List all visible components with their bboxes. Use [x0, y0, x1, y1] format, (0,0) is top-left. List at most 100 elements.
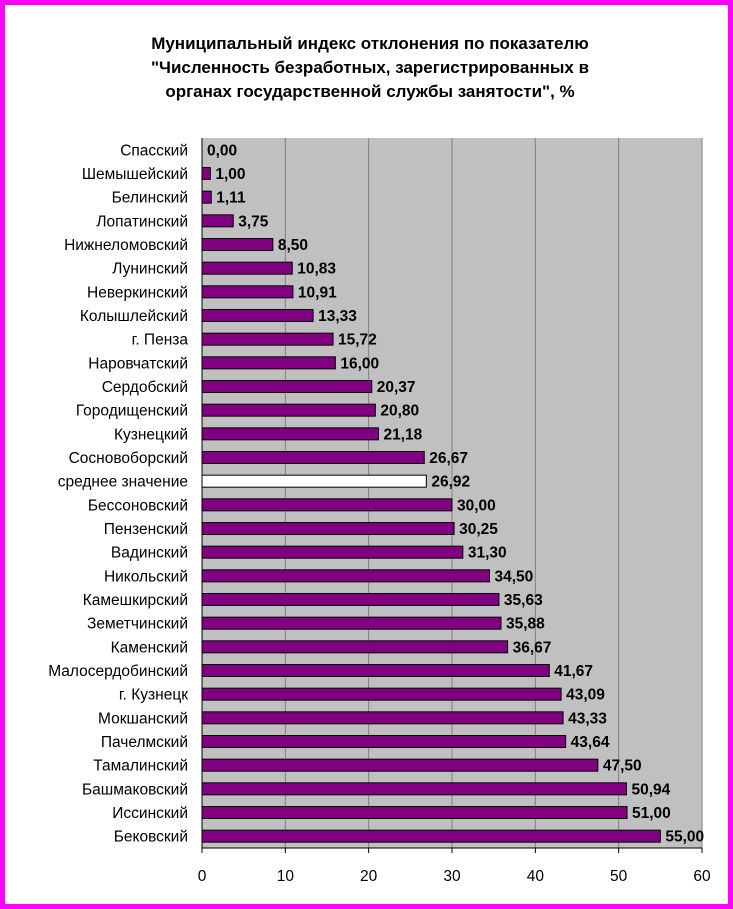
value-label: 34,50: [495, 568, 534, 585]
value-label: 30,25: [459, 521, 498, 538]
category-label: Спасский: [120, 142, 188, 159]
value-label: 30,00: [457, 497, 496, 514]
value-label: 43,64: [571, 734, 610, 751]
value-label: 1,00: [215, 166, 245, 183]
bar: [201, 758, 599, 772]
category-label: Наровчатский: [88, 355, 188, 372]
bar: [201, 332, 334, 346]
category-label: Малосердобинский: [48, 663, 188, 680]
bar-average: [201, 474, 427, 488]
value-label: 20,80: [380, 403, 419, 420]
value-label: 43,09: [566, 687, 605, 704]
category-label: Пензенский: [104, 521, 188, 538]
x-tick-label: 0: [198, 868, 207, 885]
bar: [201, 664, 550, 677]
category-label: Пачелмский: [101, 734, 188, 751]
chart-title-line-1: Муниципальный индекс отклонения по показ…: [151, 34, 589, 53]
category-label: Кузнецкий: [114, 426, 188, 443]
bar: [201, 167, 211, 180]
value-label: 50,94: [632, 781, 671, 798]
bar: [201, 829, 661, 843]
bar: [201, 285, 294, 299]
value-label: 15,72: [338, 332, 377, 349]
x-tick-label: 10: [277, 868, 295, 885]
bar: [201, 640, 509, 654]
value-label: 20,37: [377, 379, 416, 396]
bar: [201, 806, 628, 819]
value-label: 26,67: [429, 450, 468, 467]
category-label: Нижнеломовский: [64, 237, 188, 254]
value-label: 41,67: [554, 663, 593, 680]
value-label: 35,88: [506, 616, 545, 633]
value-label: 8,50: [278, 237, 308, 254]
x-tick-label: 20: [360, 868, 378, 885]
chart-title-line-3: органах государственной службы занятости…: [165, 82, 575, 101]
x-tick-label: 40: [527, 868, 545, 885]
bar: [201, 380, 373, 393]
bar: [201, 214, 234, 228]
bar: [201, 451, 425, 464]
category-label: Сердобский: [102, 379, 188, 396]
bar: [201, 356, 336, 370]
x-tick-label: 60: [693, 868, 711, 885]
bar: [201, 427, 379, 441]
bar: [201, 687, 562, 701]
chart-title: Муниципальный индекс отклонения по показ…: [60, 32, 680, 104]
value-label: 36,67: [513, 639, 552, 656]
value-label: 31,30: [468, 545, 507, 562]
value-label: 35,63: [504, 592, 543, 609]
bar: [201, 190, 212, 204]
value-label: 51,00: [632, 805, 671, 822]
bar: [201, 711, 564, 725]
value-label: 55,00: [665, 829, 704, 846]
category-label: Иссинский: [112, 805, 188, 822]
category-label: Лопатинский: [96, 213, 188, 230]
value-label: 0,00: [207, 142, 237, 159]
value-label: 1,11: [216, 190, 246, 207]
category-label: Мокшанский: [98, 710, 188, 727]
value-label: 26,92: [431, 474, 470, 491]
category-label: Тамалинский: [93, 758, 188, 775]
category-label: Шемышейский: [82, 166, 188, 183]
value-label: 10,83: [297, 261, 336, 278]
x-tick-label: 50: [610, 868, 628, 885]
category-label: Лунинский: [112, 261, 188, 278]
category-label: Камешкирский: [83, 592, 188, 609]
category-label: среднее значение: [58, 474, 188, 491]
category-label: Башмаковский: [82, 781, 188, 798]
category-label: Земетчинский: [87, 616, 188, 633]
bar: [201, 545, 464, 559]
category-label: г. Пенза: [132, 332, 189, 349]
bar: [201, 569, 490, 583]
category-label: Каменский: [111, 639, 188, 656]
bar: [201, 498, 453, 512]
bar: [201, 735, 567, 748]
value-label: 10,91: [298, 284, 337, 301]
value-label: 43,33: [568, 710, 607, 727]
value-label: 3,75: [238, 213, 269, 230]
category-label: Вадинский: [111, 545, 188, 562]
value-label: 21,18: [384, 426, 423, 443]
category-label: Сосновоборский: [69, 450, 188, 467]
bar: [201, 522, 455, 535]
chart-title-line-2: "Численность безработных, зарегистрирова…: [150, 58, 590, 77]
category-label: Белинский: [112, 190, 188, 207]
bar: [201, 261, 293, 275]
category-label: Бессоновский: [88, 497, 188, 514]
category-label: Никольский: [104, 568, 188, 585]
bar: [201, 616, 502, 630]
category-label: Неверкинский: [87, 284, 188, 301]
bar: [201, 403, 376, 417]
bar: [201, 309, 314, 322]
bar: [201, 593, 500, 606]
category-label: Колышлейский: [80, 308, 188, 325]
x-tick-label: 30: [443, 868, 461, 885]
value-label: 13,33: [318, 308, 357, 325]
category-label: Бековский: [114, 829, 188, 846]
value-label: 16,00: [340, 355, 379, 372]
bar: [201, 238, 274, 251]
category-label: г. Кузнецк: [119, 687, 188, 704]
category-label: Городищенский: [76, 403, 188, 420]
value-label: 47,50: [603, 758, 642, 775]
